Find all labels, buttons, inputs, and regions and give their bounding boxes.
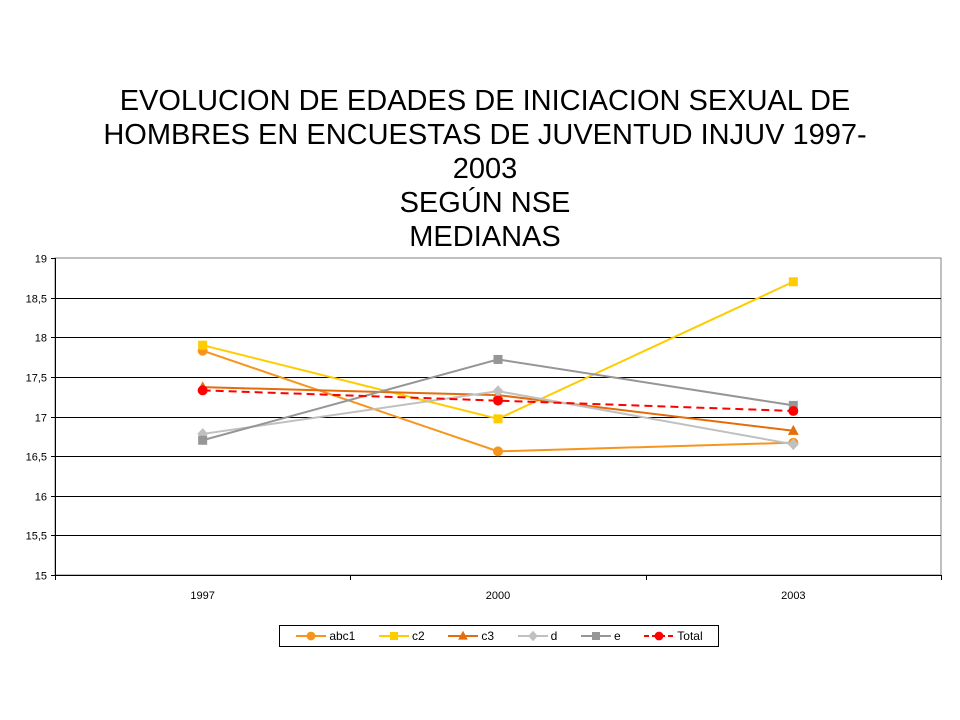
- chart-legend: abc1 c2 c3 d e Total: [279, 625, 719, 647]
- data-point: [198, 340, 208, 350]
- x-tick-label: 2000: [486, 590, 510, 602]
- legend-item-total: Total: [643, 629, 703, 643]
- legend-label: c2: [411, 629, 425, 643]
- y-tick-label: 18,5: [26, 294, 47, 306]
- data-point: [788, 406, 799, 416]
- data-point: [492, 385, 504, 397]
- y-tick-label: 15: [35, 571, 47, 583]
- legend-swatch: [378, 632, 409, 640]
- data-point: [788, 277, 798, 287]
- legend-item-c2: c2: [378, 629, 425, 643]
- data-point: [787, 438, 799, 451]
- legend-marker: [389, 632, 398, 640]
- series-c2: [198, 277, 798, 424]
- x-tick-label: 2003: [781, 590, 805, 602]
- legend-item-abc1: abc1: [295, 629, 355, 643]
- legend-swatch: [644, 631, 675, 641]
- legend-label: abc1: [329, 629, 356, 643]
- chart-title: EVOLUCION DE EDADES DE INICIACION SEXUAL…: [80, 84, 890, 254]
- legend-label: d: [550, 629, 558, 643]
- data-point: [493, 395, 503, 406]
- series-total: [197, 385, 799, 416]
- legend-label: c3: [481, 629, 494, 643]
- y-tick-label: 16,5: [26, 452, 47, 464]
- title-line-2: HOMBRES EN ENCUESTAS DE JUVENTUD INJUV 1…: [103, 119, 867, 151]
- legend-item-d: d: [517, 629, 558, 643]
- legend-label: e: [613, 629, 621, 643]
- series-e: [198, 354, 798, 445]
- legend-swatch: [448, 630, 479, 640]
- legend-swatch: [580, 632, 611, 640]
- legend-marker: [458, 630, 469, 640]
- legend-marker: [654, 631, 664, 641]
- data-point: [493, 414, 503, 424]
- legend-swatch: [296, 631, 327, 641]
- title-line-5: MEDIANAS: [409, 221, 561, 253]
- title-line-4: SEGÚN NSE: [399, 187, 571, 219]
- y-tick-label: 19: [35, 254, 47, 266]
- legend-swatch: [517, 630, 548, 642]
- data-point: [198, 435, 208, 445]
- y-tick-label: 17,5: [26, 373, 47, 385]
- data-point: [493, 446, 503, 457]
- legend-item-e: e: [580, 629, 621, 643]
- legend-item-c3: c3: [447, 629, 494, 643]
- legend-marker: [306, 631, 316, 641]
- title-line-3: 2003: [452, 153, 518, 185]
- data-point: [493, 354, 503, 364]
- y-tick-label: 18: [35, 333, 47, 345]
- y-tick-label: 17: [35, 413, 47, 425]
- y-tick-label: 15,5: [26, 531, 47, 543]
- series-line: [202, 389, 794, 412]
- title-line-1: EVOLUCION DE EDADES DE INICIACION SEXUAL…: [119, 85, 851, 117]
- data-point: [787, 424, 799, 435]
- legend-label: Total: [677, 629, 703, 643]
- x-tick-label: 1997: [190, 590, 214, 602]
- y-tick-label: 16: [35, 492, 47, 504]
- data-point: [788, 400, 798, 410]
- legend-marker: [591, 632, 600, 640]
- legend-marker: [527, 630, 538, 642]
- data-point: [197, 385, 208, 396]
